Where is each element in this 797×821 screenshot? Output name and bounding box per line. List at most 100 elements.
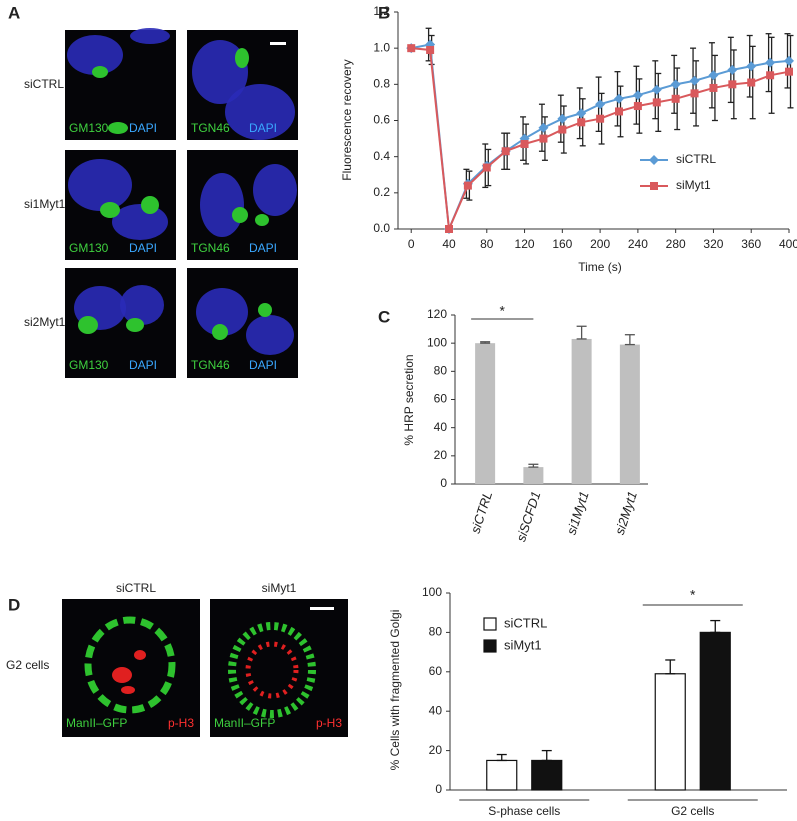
legend-marker bbox=[650, 182, 658, 190]
micrograph bbox=[62, 599, 200, 737]
marker bbox=[689, 75, 700, 86]
micrograph bbox=[187, 150, 298, 260]
stain-label: TGN46 bbox=[191, 121, 230, 135]
x-tick-label: si1Myt1 bbox=[564, 489, 592, 536]
stain-label: DAPI bbox=[249, 358, 277, 372]
marker bbox=[747, 78, 756, 87]
x-tick-label: 40 bbox=[442, 237, 456, 251]
x-tick-label: 360 bbox=[741, 237, 761, 251]
marker bbox=[557, 113, 568, 124]
x-tick-label: 120 bbox=[515, 237, 535, 251]
stain-label: TGN46 bbox=[191, 241, 230, 255]
stain-label: ManII–GFP bbox=[66, 716, 127, 730]
y-tick-label: 20 bbox=[429, 743, 443, 757]
micrograph bbox=[65, 150, 176, 260]
y-tick-label: 120 bbox=[427, 307, 447, 321]
legend-marker bbox=[649, 155, 659, 165]
row-label: si2Myt1 bbox=[24, 315, 66, 329]
marker bbox=[445, 225, 453, 233]
y-tick-label: 40 bbox=[434, 420, 448, 434]
bar bbox=[486, 759, 518, 791]
panel-letter: D bbox=[8, 595, 20, 614]
marker bbox=[558, 125, 567, 134]
y-tick-label: 1.2 bbox=[373, 4, 390, 18]
y-tick-label: 0 bbox=[440, 476, 447, 490]
marker bbox=[651, 84, 662, 95]
x-tick-label: 400 bbox=[779, 237, 797, 251]
y-tick-label: 0 bbox=[435, 782, 442, 796]
bar bbox=[475, 343, 496, 484]
x-tick-label: 80 bbox=[480, 237, 494, 251]
legend-label: siCTRL bbox=[504, 615, 547, 630]
y-tick-label: 0.6 bbox=[373, 113, 390, 127]
legend-label: siMyt1 bbox=[504, 637, 542, 652]
panel-letter: B bbox=[378, 3, 390, 22]
marker bbox=[539, 134, 548, 143]
legend-swatch bbox=[483, 617, 497, 631]
marker bbox=[614, 93, 624, 104]
panel-letter: C bbox=[378, 307, 390, 326]
row-label: si1Myt1 bbox=[24, 197, 66, 211]
y-tick-label: 60 bbox=[434, 392, 448, 406]
marker bbox=[709, 83, 718, 92]
bar bbox=[654, 673, 686, 791]
marker bbox=[482, 163, 491, 172]
significance-label: * bbox=[690, 587, 696, 603]
marker bbox=[538, 122, 549, 133]
marker bbox=[463, 181, 472, 190]
marker bbox=[671, 94, 680, 103]
marker bbox=[520, 140, 529, 149]
legend-label: siCTRL bbox=[676, 152, 716, 166]
bar bbox=[619, 344, 640, 484]
stain-label: p-H3 bbox=[316, 716, 342, 730]
series-line bbox=[411, 47, 790, 233]
micrographs-a bbox=[65, 28, 298, 378]
bar bbox=[571, 338, 592, 484]
legend-label: siMyt1 bbox=[676, 178, 711, 192]
marker bbox=[652, 98, 661, 107]
y-axis-label: % HRP secretion bbox=[402, 354, 416, 445]
stain-label: DAPI bbox=[129, 121, 157, 135]
x-tick-label: 240 bbox=[628, 237, 648, 251]
x-tick-label: siCTRL bbox=[468, 489, 496, 535]
marker bbox=[784, 55, 794, 66]
stain-label: GM130 bbox=[69, 121, 109, 135]
y-tick-label: 0.4 bbox=[373, 149, 390, 163]
micrograph bbox=[187, 30, 298, 140]
significance-label: * bbox=[500, 303, 506, 319]
y-axis-label: Fluorescence recovery bbox=[340, 59, 354, 180]
y-tick-label: 100 bbox=[422, 585, 442, 599]
y-tick-label: 40 bbox=[429, 703, 443, 717]
marker bbox=[728, 80, 737, 89]
stain-label: GM130 bbox=[69, 358, 109, 372]
y-tick-label: 80 bbox=[434, 364, 448, 378]
marker bbox=[765, 57, 776, 68]
y-axis-label: % Cells with fragmented Golgi bbox=[388, 610, 402, 771]
stain-label: GM130 bbox=[69, 241, 109, 255]
row-label: G2 cells bbox=[6, 658, 49, 672]
stain-labels-a: GM130 DAPI TGN46 DAPI GM130 DAPI TGN46 D… bbox=[69, 121, 277, 372]
y-tick-label: 80 bbox=[429, 625, 443, 639]
marker bbox=[595, 99, 606, 110]
y-tick-label: 0.0 bbox=[373, 221, 390, 235]
marker bbox=[766, 71, 775, 80]
micrograph bbox=[210, 599, 348, 737]
stain-label: ManII–GFP bbox=[214, 716, 275, 730]
micrograph bbox=[65, 28, 176, 140]
marker bbox=[407, 44, 416, 53]
column-label: siMyt1 bbox=[262, 581, 297, 595]
micrograph bbox=[65, 268, 176, 378]
bar bbox=[523, 467, 544, 484]
row-labels-a: siCTRL si1Myt1 si2Myt1 bbox=[24, 77, 66, 329]
marker bbox=[727, 64, 738, 75]
legend-swatch bbox=[483, 639, 497, 653]
x-tick-label: siSCFD1 bbox=[513, 489, 543, 543]
row-label: siCTRL bbox=[24, 77, 64, 91]
stain-label: DAPI bbox=[249, 241, 277, 255]
marker bbox=[632, 90, 643, 101]
y-tick-label: 1.0 bbox=[373, 40, 390, 54]
x-tick-label: 320 bbox=[703, 237, 723, 251]
marker bbox=[615, 107, 623, 116]
panel-letter: A bbox=[8, 3, 20, 22]
